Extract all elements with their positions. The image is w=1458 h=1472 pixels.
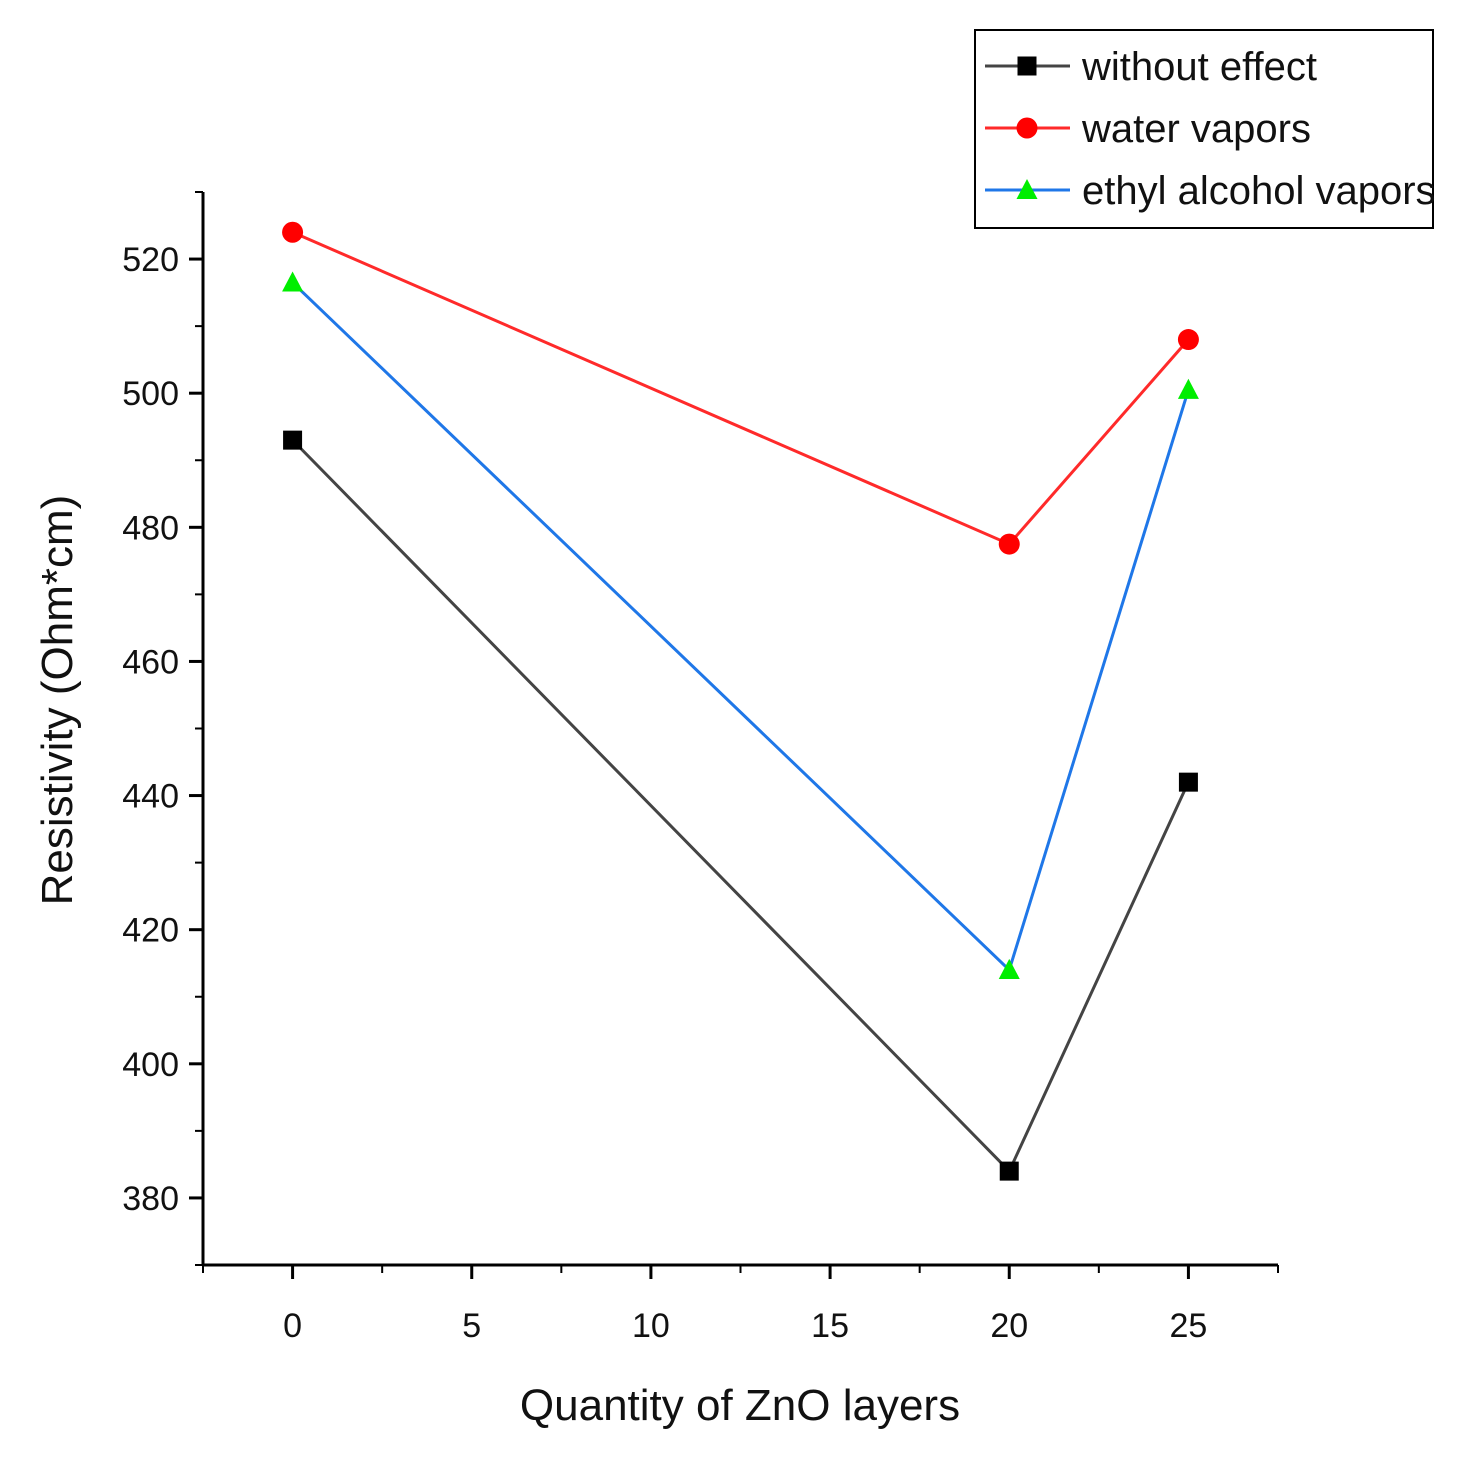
- legend-entry: water vapors: [985, 107, 1311, 151]
- y-tick-label: 480: [122, 509, 179, 547]
- series-ethyl-alcohol-vapors: [282, 271, 1199, 979]
- y-tick-label: 520: [122, 241, 179, 279]
- y-tick-label: 460: [122, 643, 179, 681]
- x-tick-label: 5: [462, 1307, 481, 1345]
- series-line: [291, 230, 1190, 546]
- point-circle: [1016, 117, 1038, 139]
- series-without-effect: [283, 430, 1198, 1181]
- y-axis-title: Resistivity (Ohm*cm): [33, 495, 82, 906]
- legend-label: water vapors: [1081, 107, 1311, 151]
- series-layer: [282, 221, 1199, 1181]
- legend-label: without effect: [1081, 45, 1317, 89]
- y-tick-label: 420: [122, 912, 179, 950]
- point-square: [283, 430, 303, 450]
- series-line: [291, 281, 1190, 973]
- legend-entry: without effect: [985, 45, 1317, 89]
- axes: 380 400 420 440 460 480 500 520 0 5 10 15 20 25: [122, 191, 1279, 1345]
- y-tick-label: 440: [122, 778, 179, 816]
- x-tick-label: 25: [1170, 1307, 1208, 1345]
- point-square: [1178, 772, 1198, 792]
- x-tick-label: 10: [632, 1307, 670, 1345]
- y-tick-label: 400: [122, 1046, 179, 1084]
- y-tick-label: 380: [122, 1180, 179, 1218]
- point-square: [999, 1161, 1019, 1181]
- x-tick-label: 20: [990, 1307, 1028, 1345]
- legend-entry: ethyl alcohol vapors: [985, 169, 1436, 213]
- legend: without effect water vapors ethyl alcohol …: [974, 29, 1436, 229]
- series-line: [291, 439, 1190, 1174]
- point-circle: [998, 533, 1020, 555]
- point-triangle: [1177, 378, 1199, 399]
- x-axis-title: Quantity of ZnO layers: [520, 1381, 960, 1430]
- series-water-vapors: [282, 221, 1199, 555]
- x-tick-label: 15: [811, 1307, 849, 1345]
- legend-label: ethyl alcohol vapors: [1082, 169, 1436, 213]
- point-triangle: [1016, 178, 1038, 200]
- point-square: [1017, 56, 1037, 76]
- point-circle: [282, 221, 304, 243]
- y-tick-label: 500: [122, 375, 179, 413]
- point-triangle: [282, 271, 304, 292]
- point-triangle: [998, 958, 1020, 979]
- point-circle: [1177, 329, 1199, 351]
- x-tick-label: 0: [283, 1307, 302, 1345]
